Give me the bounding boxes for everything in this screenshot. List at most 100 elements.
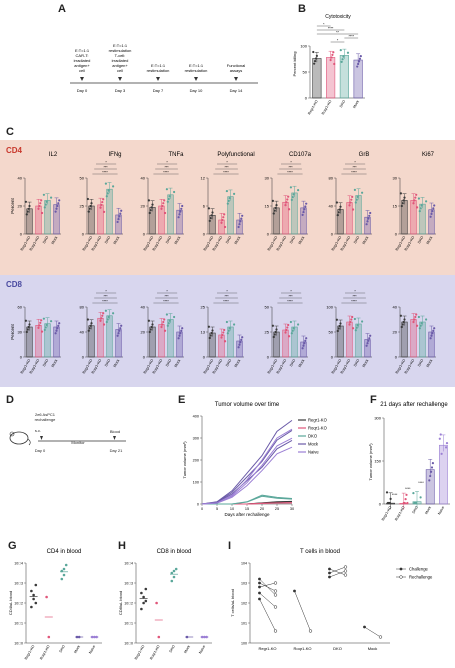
data-point [140, 591, 143, 595]
x-tick-label: Mock [368, 646, 378, 651]
mouse-icon [9, 431, 31, 446]
timeline-a-text: assays [230, 68, 242, 73]
sig-label: **** [223, 171, 229, 175]
rechallenge-point [343, 565, 348, 569]
panel-title: CD107a [289, 152, 312, 158]
data-point [356, 195, 359, 198]
y-tick-label: 10 0 [124, 642, 133, 646]
x-tick-label: Regr1-KO [203, 358, 215, 374]
pair-line [259, 582, 276, 588]
y-axis-label: Percent killing [292, 52, 297, 77]
data-point [32, 593, 35, 597]
data-point [105, 195, 108, 198]
legend-label: DKO [308, 434, 318, 439]
panel-label-a: A [58, 3, 66, 15]
data-point [42, 317, 46, 320]
data-point [58, 199, 61, 202]
panel-label-h: H [118, 540, 126, 552]
data-point [101, 200, 104, 204]
x-tick-label: Roqr1-KO [39, 644, 51, 660]
data-point [106, 192, 109, 195]
data-point [238, 223, 241, 226]
data-point [90, 202, 93, 205]
data-point [112, 185, 115, 188]
data-point [353, 317, 356, 321]
data-point [304, 339, 307, 342]
data-point [418, 327, 421, 330]
data-point [335, 318, 338, 321]
data-point [45, 595, 48, 599]
timeline-a-text: CAR-T: [76, 53, 89, 58]
data-point [160, 207, 163, 210]
data-point [38, 204, 41, 208]
sig-label: * [166, 290, 168, 294]
data-point [445, 446, 448, 449]
x-tick-label: Roqr1-KO [276, 358, 288, 374]
data-point [417, 197, 420, 200]
sig-label: *** [103, 295, 108, 299]
data-point [313, 59, 317, 63]
x-tick-label: DKO [353, 235, 360, 244]
data-point [101, 314, 104, 317]
data-point [274, 330, 277, 334]
data-point [405, 493, 408, 496]
data-point [55, 329, 58, 332]
x-tick-label: Regr1-KO [258, 646, 276, 651]
timeline-a-text: restimulation [147, 68, 170, 73]
data-point [285, 201, 288, 204]
data-point [180, 207, 183, 210]
data-point [117, 218, 120, 221]
y-tick-label: 103 [241, 582, 247, 586]
data-point [342, 55, 345, 58]
data-point [47, 635, 51, 639]
data-point [50, 196, 53, 199]
rechallenge-point [273, 629, 278, 633]
data-point [353, 188, 356, 191]
data-point [89, 204, 92, 208]
x-tick-label: DKO [42, 358, 49, 367]
data-point [41, 211, 44, 215]
sig-label: **** [405, 487, 411, 491]
data-point [90, 322, 93, 325]
data-point [288, 335, 291, 338]
data-point [88, 207, 91, 210]
data-point [412, 492, 415, 495]
data-point [221, 333, 224, 337]
sig-label: *** [103, 166, 108, 170]
data-point [105, 320, 108, 324]
data-point [120, 324, 123, 327]
sig-label: * [337, 38, 339, 42]
data-point [117, 332, 120, 335]
rechallenge-point [343, 573, 348, 577]
data-point [161, 204, 164, 208]
x-tick-label: Roqr1-KO [212, 358, 224, 374]
data-point [148, 330, 151, 334]
data-point [438, 437, 441, 440]
data-point [157, 635, 161, 639]
bar [419, 321, 426, 358]
bar [158, 205, 165, 235]
data-point [275, 328, 278, 331]
chart-i-tcells-blood: T cells in blood T cells/uL blood 100 101 10… [230, 549, 433, 651]
data-point [275, 203, 278, 207]
x-tick-label: Regr1-KO [381, 505, 393, 521]
data-point [400, 325, 403, 329]
data-point [86, 197, 89, 201]
data-point [103, 323, 106, 326]
data-point [228, 327, 231, 330]
data-point [403, 501, 406, 505]
x-tick-label: Regr1-KO [82, 235, 94, 251]
data-point [419, 207, 422, 210]
rechallenge-point [273, 605, 278, 609]
x-tick-label: Roqr1-KO [149, 644, 161, 660]
bar [167, 194, 174, 235]
data-point [431, 210, 434, 213]
x-tick-label: 20 [260, 507, 264, 511]
data-point [163, 318, 166, 321]
y-tick-label: 0 [267, 232, 270, 237]
data-point [430, 466, 434, 469]
chart-title: Tumor volume over time [215, 402, 280, 408]
data-point [313, 62, 316, 65]
y-tick-label: 150 [374, 459, 381, 464]
y-axis-label: Tumor volume (mm³) [368, 443, 373, 481]
